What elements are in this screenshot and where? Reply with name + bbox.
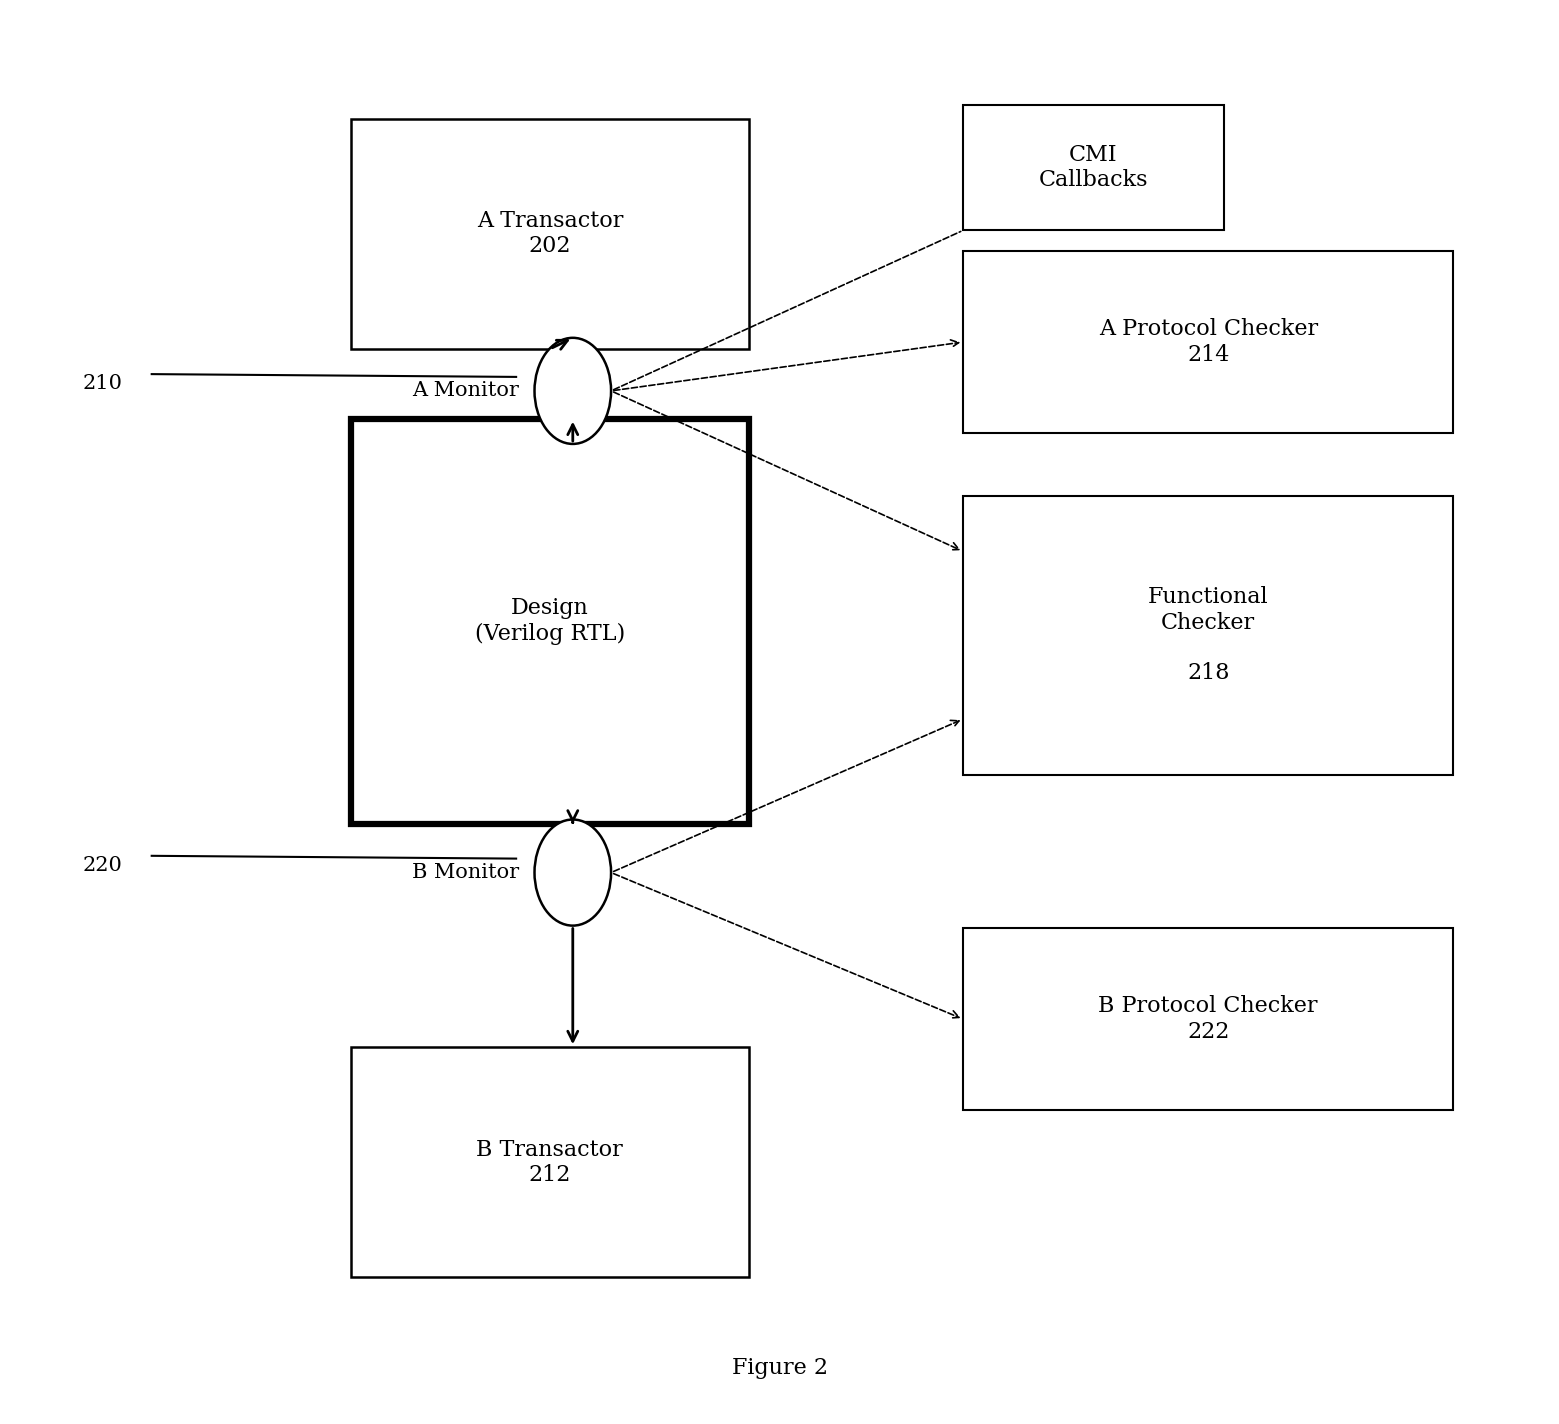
Text: A Monitor: A Monitor <box>412 382 519 400</box>
Bar <box>963 251 1453 433</box>
Bar <box>963 496 1453 775</box>
Text: 210: 210 <box>83 375 123 393</box>
Text: A Transactor
202: A Transactor 202 <box>477 211 624 258</box>
Text: 220: 220 <box>83 856 123 876</box>
Text: B Monitor: B Monitor <box>412 863 519 881</box>
Ellipse shape <box>535 819 611 926</box>
Bar <box>963 104 1224 231</box>
Text: Design
(Verilog RTL): Design (Verilog RTL) <box>474 598 625 645</box>
Text: Functional
Checker

218: Functional Checker 218 <box>1147 587 1269 685</box>
Ellipse shape <box>535 337 611 444</box>
Text: B Protocol Checker
222: B Protocol Checker 222 <box>1099 995 1317 1042</box>
Text: Figure 2: Figure 2 <box>731 1357 828 1380</box>
Bar <box>351 1047 748 1277</box>
Text: B Transactor
212: B Transactor 212 <box>477 1139 624 1186</box>
Text: A Protocol Checker
214: A Protocol Checker 214 <box>1099 319 1317 366</box>
Bar <box>351 118 748 349</box>
Text: CMI
Callbacks: CMI Callbacks <box>1038 144 1147 191</box>
Bar <box>963 928 1453 1109</box>
Bar <box>351 419 748 823</box>
